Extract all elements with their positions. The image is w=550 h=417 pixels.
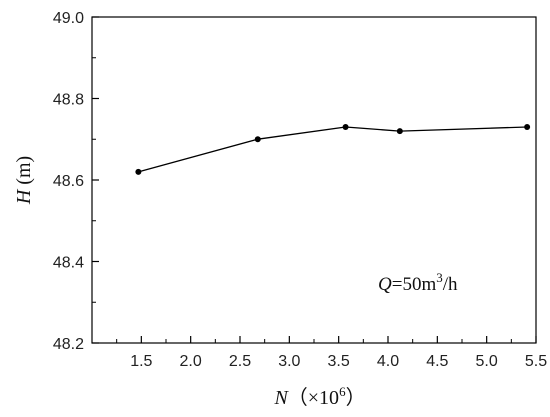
- chart-annotation: Q=50m3/h: [378, 270, 458, 295]
- x-tick-label: 2.5: [229, 353, 251, 370]
- x-tick-label: 5.5: [525, 353, 547, 370]
- x-axis-title: N（×106）: [273, 384, 365, 409]
- x-axis-unit-close: ）: [346, 386, 366, 409]
- y-axis-unit: (m): [13, 156, 35, 190]
- series-line: [138, 126, 528, 173]
- data-point: [524, 124, 531, 131]
- x-tick-label: 4.5: [426, 353, 448, 370]
- axis-ticks: [92, 16, 537, 344]
- y-axis-title: H (m): [13, 156, 35, 205]
- x-axis-unit-exponent: 6: [339, 384, 346, 399]
- data-series: [135, 124, 531, 175]
- y-axis-variable: H: [13, 188, 35, 205]
- tick-labels: 1.5 2.0 2.5 3.0 3.5 4.0 4.5 5.0 5.5 48.2 48.4 48.6 4…: [53, 10, 547, 370]
- annotation-value: =50m: [392, 274, 437, 295]
- data-point: [396, 128, 403, 135]
- x-axis-variable: N: [273, 387, 289, 409]
- y-tick-label: 48.8: [53, 92, 84, 109]
- data-point: [342, 124, 349, 131]
- x-tick-label: 3.0: [278, 353, 300, 370]
- annotation-exponent: 3: [436, 270, 443, 285]
- annotation-variable: Q: [378, 274, 392, 295]
- data-point: [254, 136, 261, 143]
- x-tick-label: 1.5: [130, 353, 152, 370]
- x-axis-unit-open: （×10: [288, 386, 339, 409]
- plot-frame: [91, 16, 537, 344]
- annotation-unit: /h: [443, 274, 458, 295]
- y-tick-label: 49.0: [53, 10, 84, 27]
- data-point: [135, 168, 142, 175]
- x-tick-label: 5.0: [476, 353, 498, 370]
- y-tick-label: 48.2: [53, 336, 84, 353]
- y-tick-label: 48.4: [53, 255, 84, 272]
- x-tick-label: 4.0: [377, 353, 399, 370]
- x-tick-label: 3.5: [328, 353, 350, 370]
- x-tick-label: 2.0: [180, 353, 202, 370]
- y-tick-label: 48.6: [53, 173, 84, 190]
